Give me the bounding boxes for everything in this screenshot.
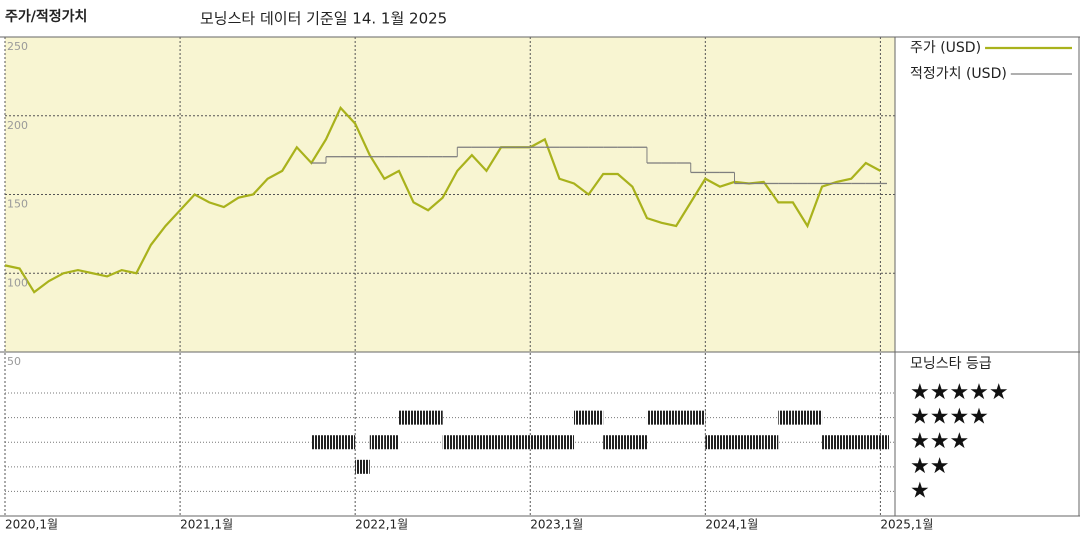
y2-tick-label: ★★★★ xyxy=(910,405,989,430)
chart-subtitle: 모닝스타 데이터 기준일 14. 1월 2025 xyxy=(200,10,447,28)
rating-mark xyxy=(690,410,706,425)
rating-mark xyxy=(603,435,618,450)
rating-mark xyxy=(369,435,385,450)
x-tick-label: 2024,1월 xyxy=(705,518,758,532)
rating-mark xyxy=(734,435,750,450)
rating-mark xyxy=(457,435,472,450)
y-tick-label: 200 xyxy=(7,119,28,132)
rating-mark xyxy=(588,410,604,425)
y-tick-label: 50 xyxy=(7,355,21,368)
rating-mark xyxy=(413,410,429,425)
y2-tick-label: ★★★ xyxy=(910,429,969,454)
rating-mark xyxy=(880,435,889,450)
y2-tick-label: ★ xyxy=(910,478,930,503)
rating-mark xyxy=(471,435,487,450)
rating-mark xyxy=(530,435,545,450)
rating-mark xyxy=(355,459,370,474)
rating-mark xyxy=(428,410,443,425)
rating-mark xyxy=(340,435,356,450)
rating-mark xyxy=(676,410,691,425)
rating-mark xyxy=(792,410,808,425)
rating-mark xyxy=(544,435,560,450)
rating-mark xyxy=(501,435,516,450)
y2-tick-label: ★★★★★ xyxy=(910,380,1009,405)
y-tick-label: 150 xyxy=(7,198,28,211)
rating-mark xyxy=(646,410,662,425)
y2-tick-label: ★★ xyxy=(910,454,949,479)
rating-mark xyxy=(442,435,458,450)
x-tick-label: 2020,1월 xyxy=(5,518,58,532)
rating-mark xyxy=(778,410,793,425)
x-tick-label: 2025,1월 xyxy=(880,518,933,532)
rating-mark xyxy=(384,435,399,450)
x-tick-label: 2022,1월 xyxy=(355,518,408,532)
rating-mark xyxy=(851,435,866,450)
rating-mark xyxy=(515,435,531,450)
rating-mark xyxy=(661,410,677,425)
x-tick-label: 2021,1월 xyxy=(180,518,233,532)
x-tick-label: 2023,1월 xyxy=(530,518,583,532)
rating-mark xyxy=(865,435,881,450)
rating-mark xyxy=(807,410,823,425)
rating-mark xyxy=(617,435,633,450)
rating-mark xyxy=(836,435,852,450)
rating-mark xyxy=(632,435,647,450)
y-tick-label: 250 xyxy=(7,40,28,53)
rating-mark xyxy=(559,435,575,450)
rating-mark xyxy=(822,435,837,450)
rating-mark xyxy=(749,435,764,450)
rating-mark xyxy=(574,410,589,425)
legend-title: 모닝스타 등급 xyxy=(910,356,992,372)
chart-title: 주가/적정가치 xyxy=(5,8,87,25)
legend-label: 주가 (USD) xyxy=(910,40,981,56)
legend-label: 적정가치 (USD) xyxy=(910,66,1007,82)
rating-mark xyxy=(486,435,502,450)
rating-mark xyxy=(705,435,720,450)
y-tick-label: 100 xyxy=(7,276,28,289)
rating-mark xyxy=(398,410,414,425)
rating-mark xyxy=(325,435,341,450)
rating-mark xyxy=(311,435,326,450)
rating-mark xyxy=(719,435,735,450)
rating-mark xyxy=(763,435,779,450)
